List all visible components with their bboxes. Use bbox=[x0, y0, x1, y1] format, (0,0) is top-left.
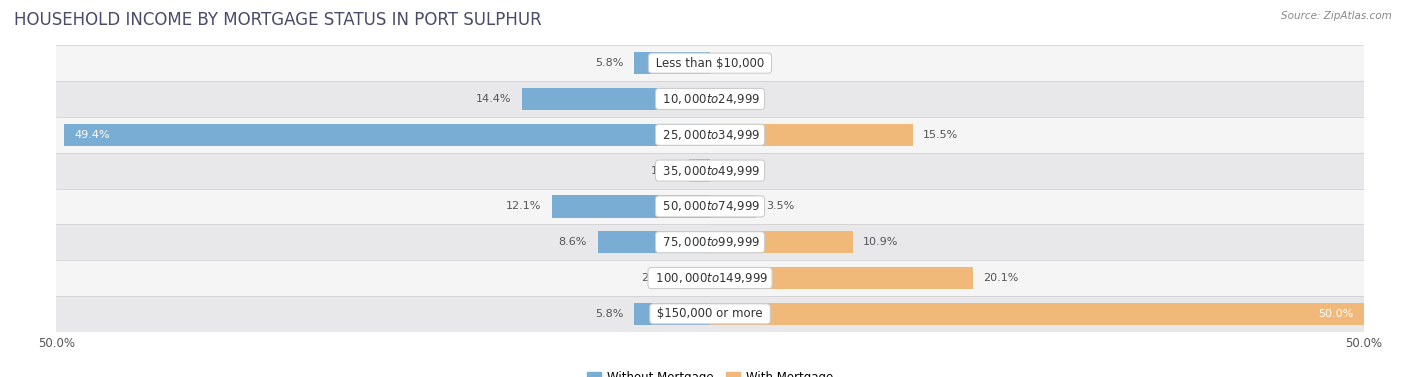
Bar bbox=[56, 260, 1364, 296]
Text: 8.6%: 8.6% bbox=[558, 237, 588, 247]
Text: 5.8%: 5.8% bbox=[595, 58, 624, 68]
Bar bbox=[710, 195, 756, 218]
Bar bbox=[681, 267, 710, 289]
Bar bbox=[522, 88, 710, 110]
Bar bbox=[56, 153, 1364, 188]
Text: 0.0%: 0.0% bbox=[720, 166, 749, 176]
Bar bbox=[56, 296, 1364, 332]
Text: 0.0%: 0.0% bbox=[720, 58, 749, 68]
Text: 0.0%: 0.0% bbox=[720, 94, 749, 104]
Text: Source: ZipAtlas.com: Source: ZipAtlas.com bbox=[1281, 11, 1392, 21]
Bar bbox=[710, 267, 973, 289]
Text: $35,000 to $49,999: $35,000 to $49,999 bbox=[659, 164, 761, 178]
Bar bbox=[65, 124, 710, 146]
Text: Less than $10,000: Less than $10,000 bbox=[652, 57, 768, 70]
Text: 3.5%: 3.5% bbox=[766, 201, 794, 211]
Text: 1.6%: 1.6% bbox=[651, 166, 679, 176]
Legend: Without Mortgage, With Mortgage: Without Mortgage, With Mortgage bbox=[582, 366, 838, 377]
Bar bbox=[56, 81, 1364, 117]
Bar bbox=[56, 188, 1364, 224]
Bar bbox=[689, 159, 710, 182]
Text: 12.1%: 12.1% bbox=[506, 201, 541, 211]
Text: 50.0%: 50.0% bbox=[1317, 309, 1354, 319]
Bar bbox=[634, 52, 710, 74]
Text: $10,000 to $24,999: $10,000 to $24,999 bbox=[659, 92, 761, 106]
Text: 10.9%: 10.9% bbox=[863, 237, 898, 247]
Text: $25,000 to $34,999: $25,000 to $34,999 bbox=[659, 128, 761, 142]
Bar bbox=[56, 224, 1364, 260]
Bar bbox=[710, 303, 1364, 325]
Text: 14.4%: 14.4% bbox=[475, 94, 512, 104]
Text: 5.8%: 5.8% bbox=[595, 309, 624, 319]
Bar bbox=[634, 303, 710, 325]
Bar bbox=[710, 231, 852, 253]
Text: 15.5%: 15.5% bbox=[924, 130, 959, 140]
Bar bbox=[710, 124, 912, 146]
Text: 20.1%: 20.1% bbox=[983, 273, 1019, 283]
Text: $100,000 to $149,999: $100,000 to $149,999 bbox=[651, 271, 769, 285]
Bar bbox=[551, 195, 710, 218]
Bar bbox=[56, 117, 1364, 153]
Text: $75,000 to $99,999: $75,000 to $99,999 bbox=[659, 235, 761, 249]
Text: $50,000 to $74,999: $50,000 to $74,999 bbox=[659, 199, 761, 213]
Text: 2.3%: 2.3% bbox=[641, 273, 669, 283]
Bar bbox=[56, 45, 1364, 81]
Bar bbox=[598, 231, 710, 253]
Text: 49.4%: 49.4% bbox=[75, 130, 110, 140]
Text: HOUSEHOLD INCOME BY MORTGAGE STATUS IN PORT SULPHUR: HOUSEHOLD INCOME BY MORTGAGE STATUS IN P… bbox=[14, 11, 541, 29]
Text: $150,000 or more: $150,000 or more bbox=[654, 307, 766, 320]
